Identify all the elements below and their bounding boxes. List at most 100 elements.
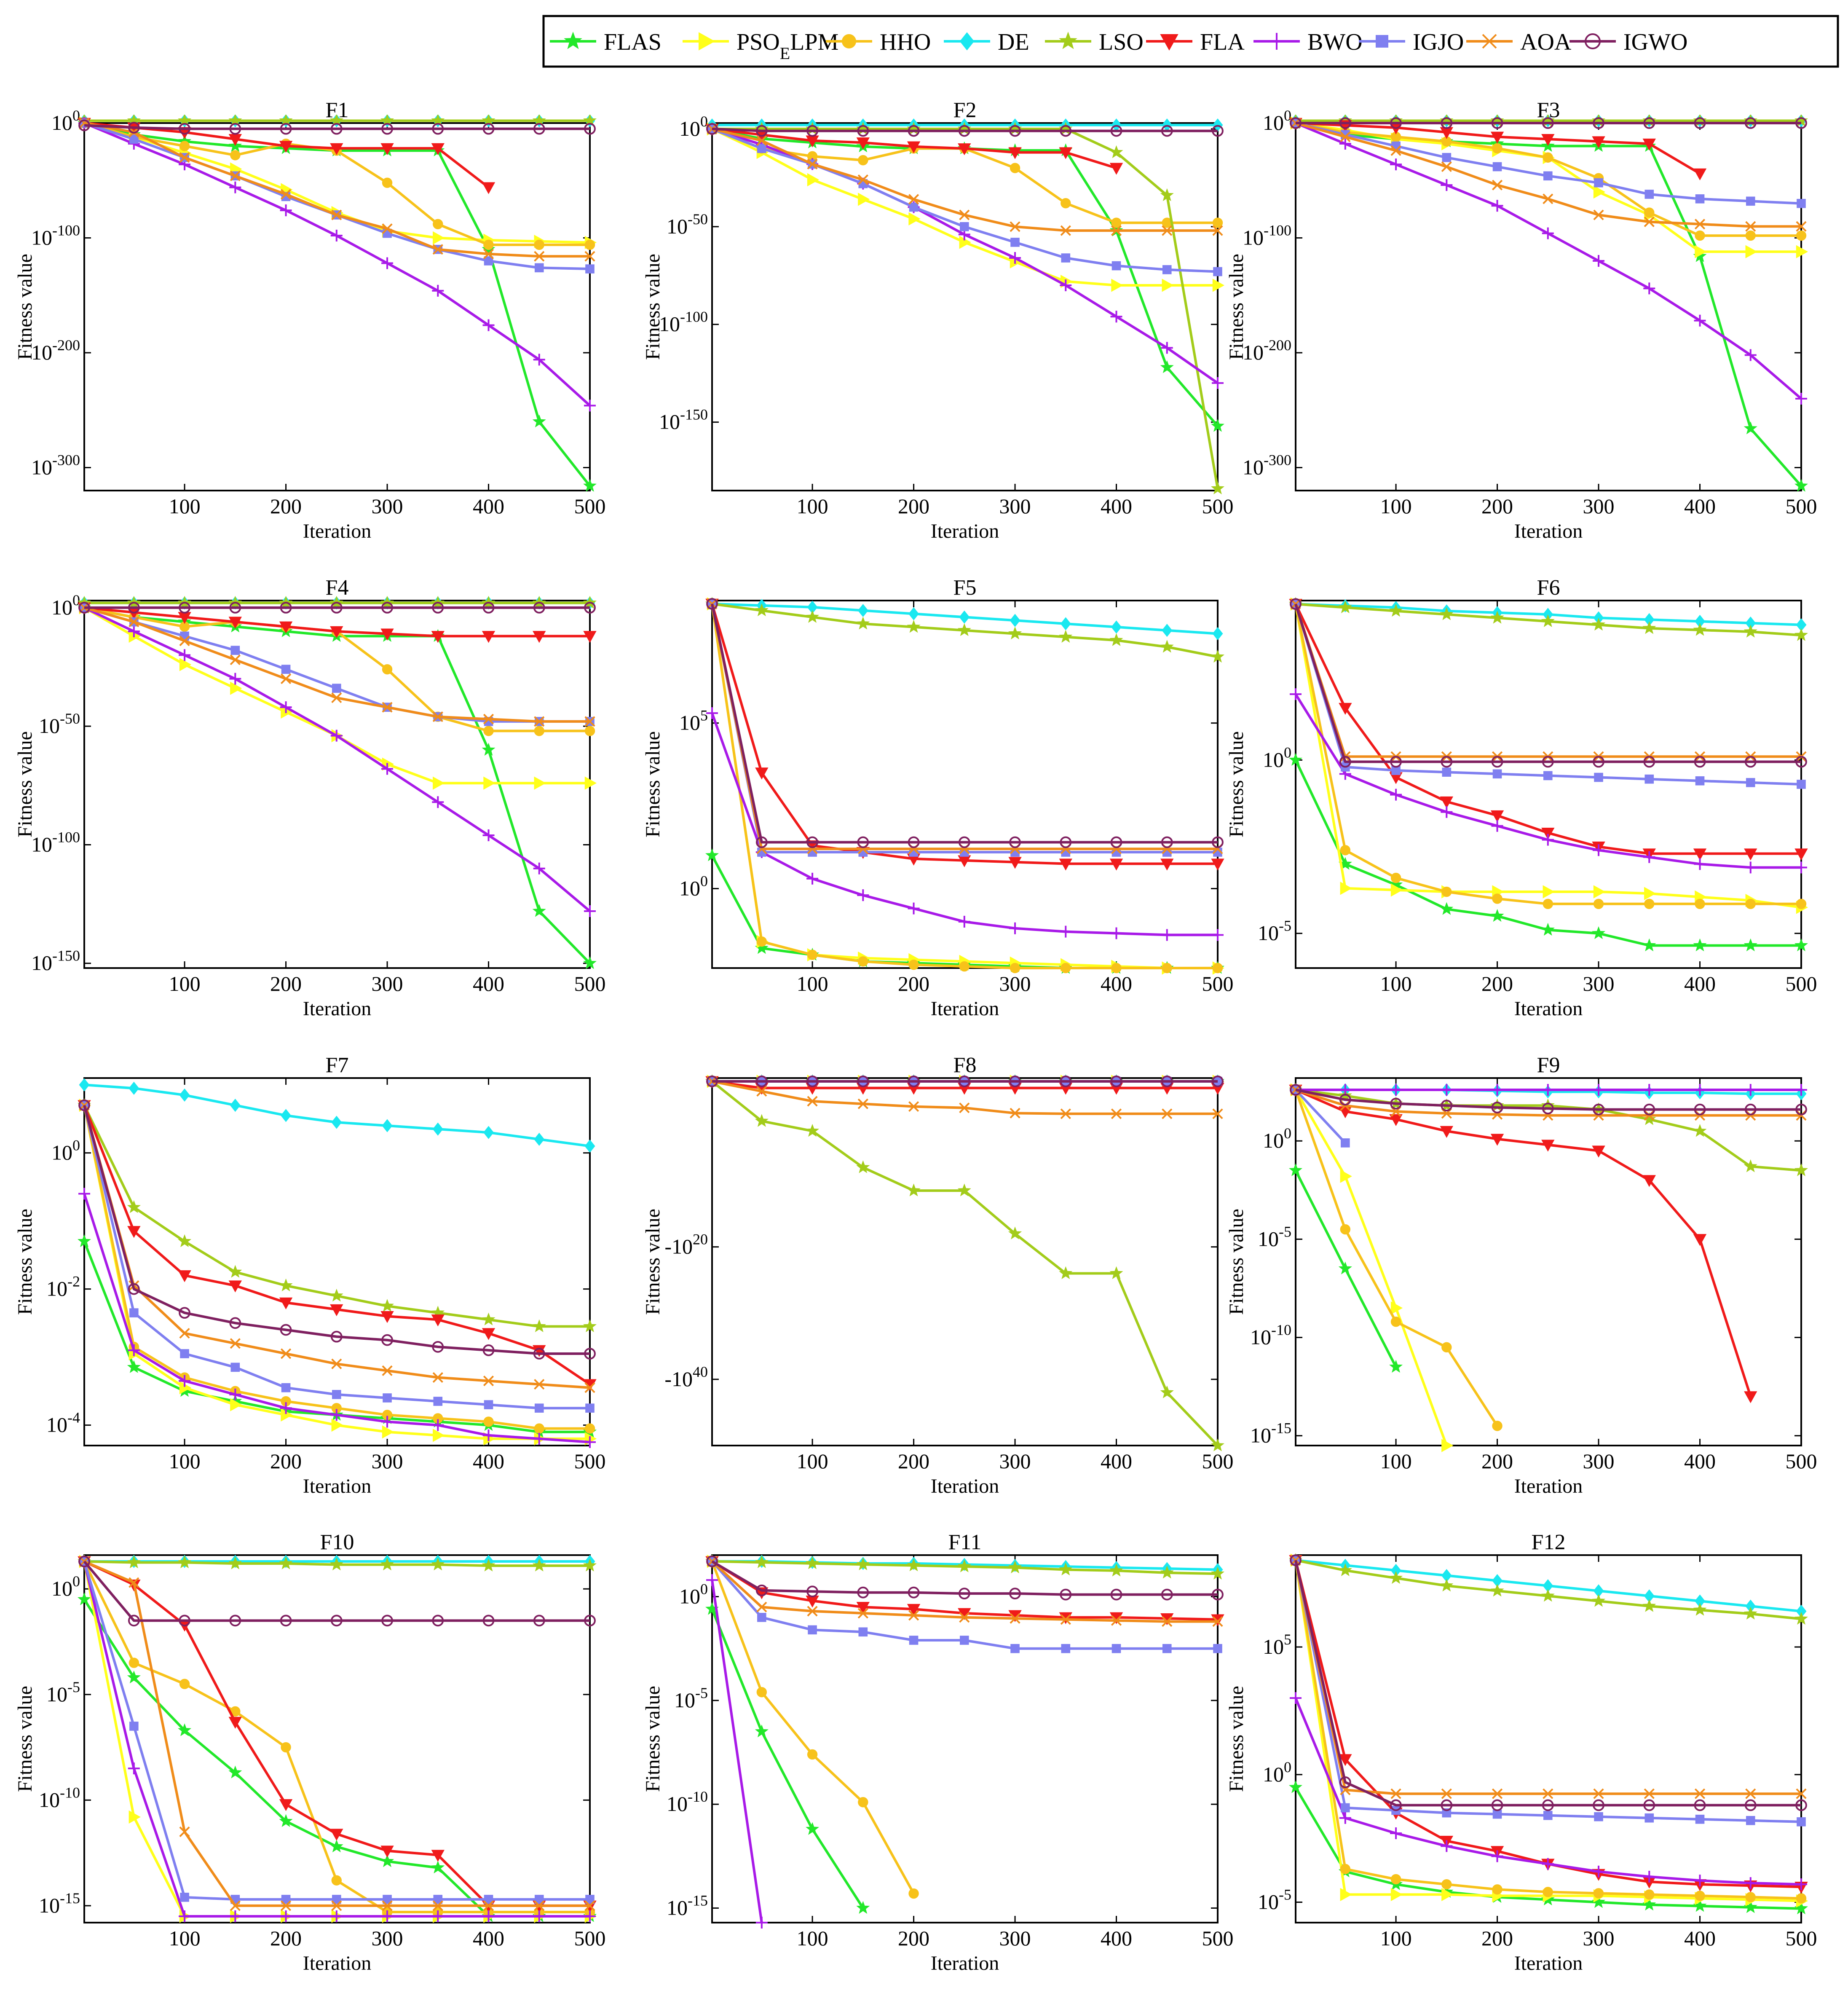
data-point <box>229 181 241 193</box>
data-point <box>432 1372 443 1383</box>
data-point <box>483 1126 494 1139</box>
data-point <box>1542 1799 1554 1811</box>
data-point <box>1162 1108 1173 1119</box>
data-point <box>957 623 971 636</box>
data-point <box>330 730 343 742</box>
legend-marker <box>842 34 856 48</box>
data-point <box>1644 216 1655 227</box>
legend-item-de: DE <box>944 29 1029 55</box>
data-point <box>228 617 242 629</box>
data-point <box>432 123 444 135</box>
data-point <box>129 1081 139 1095</box>
x-tick-label: 300 <box>1583 1449 1615 1473</box>
data-point <box>1160 1566 1174 1579</box>
data-point <box>1009 922 1021 934</box>
data-point <box>857 889 869 901</box>
data-point <box>482 319 495 331</box>
y-axis-label: Fitness value <box>642 731 664 837</box>
data-point <box>1695 245 1707 258</box>
data-point <box>1643 1084 1655 1096</box>
data-point <box>908 212 921 225</box>
series-aoa <box>79 1556 595 1911</box>
data-point <box>706 123 718 135</box>
data-point <box>1340 131 1351 142</box>
legend-label: FLA <box>1200 29 1245 55</box>
data-point <box>1643 1103 1655 1116</box>
data-point <box>1338 600 1352 614</box>
data-point <box>534 1403 544 1413</box>
data-point <box>1541 1589 1555 1602</box>
x-tick-label: 500 <box>1786 972 1817 995</box>
data-point <box>483 1900 494 1911</box>
data-point <box>1160 360 1174 373</box>
data-point <box>128 122 140 134</box>
x-tick-label: 400 <box>1684 972 1716 995</box>
y-tick-label: 100 <box>679 113 708 140</box>
data-point <box>533 1615 545 1627</box>
data-point <box>1212 1075 1224 1087</box>
data-point <box>1338 1261 1352 1274</box>
data-point <box>807 173 820 187</box>
data-point <box>857 1608 868 1619</box>
series-layer <box>77 1554 597 1923</box>
data-point <box>228 1717 242 1729</box>
data-point <box>1794 848 1808 861</box>
data-point <box>957 1183 971 1196</box>
data-point <box>1010 1613 1020 1624</box>
data-point <box>1745 230 1756 241</box>
data-point <box>1390 883 1403 897</box>
data-point <box>383 1393 392 1403</box>
data-point <box>127 1670 141 1684</box>
legend-marker <box>1160 34 1178 51</box>
data-point <box>1693 938 1707 952</box>
data-point <box>1389 604 1403 617</box>
data-point <box>1593 255 1605 267</box>
data-point <box>1212 279 1225 292</box>
data-point <box>482 743 495 756</box>
data-point <box>959 1636 969 1645</box>
x-tick-label: 300 <box>1583 1926 1615 1950</box>
data-point <box>534 1895 544 1904</box>
data-point <box>1109 163 1123 175</box>
data-point <box>584 726 595 736</box>
legend-item-flas: FLAS <box>550 29 662 55</box>
legend: FLAS PSOELPM HHO DE LSO FLA BWO IGJO AOA IGWO <box>542 15 1839 68</box>
data-point <box>1491 200 1503 212</box>
data-point <box>584 776 597 790</box>
data-point <box>1389 1114 1403 1126</box>
data-point <box>482 1615 495 1627</box>
data-point <box>1744 1877 1757 1889</box>
x-tick-label: 500 <box>1786 494 1817 518</box>
data-point <box>1060 279 1072 291</box>
data-point <box>1744 848 1757 861</box>
legend-label: IGWO <box>1623 29 1687 55</box>
data-point <box>1340 1864 1351 1875</box>
data-point <box>382 664 393 675</box>
data-point <box>482 1558 495 1572</box>
data-point <box>857 1075 869 1087</box>
data-point <box>908 959 919 970</box>
data-point <box>1441 117 1453 129</box>
data-point <box>128 1615 140 1627</box>
data-point <box>1290 1554 1302 1566</box>
y-tick-label: -1040 <box>664 1363 708 1391</box>
series-line <box>1294 1560 1801 1807</box>
x-axis-label: Iteration <box>931 1952 999 1974</box>
data-point <box>229 1910 241 1922</box>
x-tick-label: 200 <box>1481 1926 1513 1950</box>
data-point <box>179 141 190 151</box>
data-point <box>1795 1103 1807 1116</box>
data-point <box>908 125 920 137</box>
data-point <box>806 1556 820 1569</box>
data-point <box>1695 1891 1705 1901</box>
series-igwo <box>706 1555 1224 1601</box>
data-point <box>1695 1814 1705 1824</box>
data-point <box>1008 1226 1022 1239</box>
data-point <box>1746 196 1755 206</box>
data-point <box>1212 225 1223 236</box>
data-point <box>381 257 394 269</box>
series-line <box>1295 1089 1801 1111</box>
y-tick-label: 10-100 <box>659 308 708 336</box>
data-point <box>533 354 545 366</box>
